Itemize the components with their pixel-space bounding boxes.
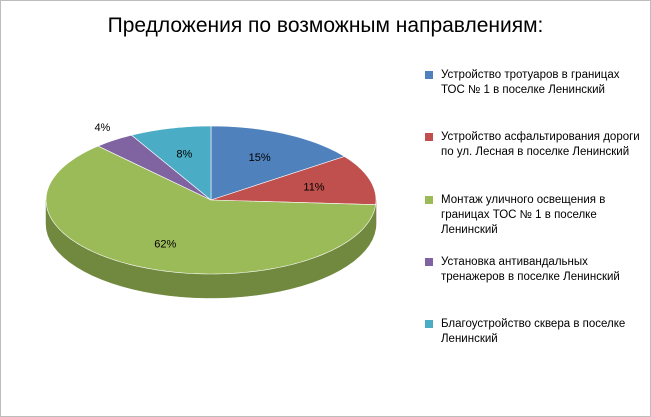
data-labels: 15% 11% 62% 4% 8% (94, 122, 324, 251)
data-label-square: 8% (176, 148, 192, 160)
pie-plot-area: 15% 11% 62% 4% 8% (45, 122, 377, 299)
legend-swatch (425, 258, 433, 266)
pie-slices (45, 125, 377, 275)
pie-slice-asphalt (210, 156, 377, 205)
legend-label: Установка антивандальных тренажеров в по… (441, 256, 620, 283)
legend-label: Устройство тротуаров в границах ТОС № 1 … (441, 69, 620, 96)
legend-swatch (425, 133, 433, 141)
chart-title: Предложения по возможным направлениям: (107, 14, 544, 37)
data-label-sidewalks: 15% (249, 152, 271, 164)
legend-swatch (425, 196, 433, 204)
legend-label: Устройство асфальтирования дороги по ул.… (441, 131, 640, 158)
legend-label: Монтаж уличного освещения в границах ТОС… (441, 194, 606, 236)
data-label-lighting: 62% (154, 239, 176, 251)
legend: Устройство тротуаров в границах ТОС № 1 … (425, 0, 645, 417)
legend-swatch (425, 71, 433, 79)
data-label-asphalt: 11% (303, 182, 324, 194)
legend-swatch (425, 320, 433, 328)
pie-slice-square (130, 125, 212, 201)
legend-label: Благоустройство сквера в поселке Ленинск… (441, 318, 626, 345)
pie-slice-trainers (97, 134, 212, 201)
pie-slice-lighting (45, 145, 377, 275)
pie-slice-sidewalks (210, 125, 346, 201)
data-label-trainers: 4% (94, 122, 110, 134)
